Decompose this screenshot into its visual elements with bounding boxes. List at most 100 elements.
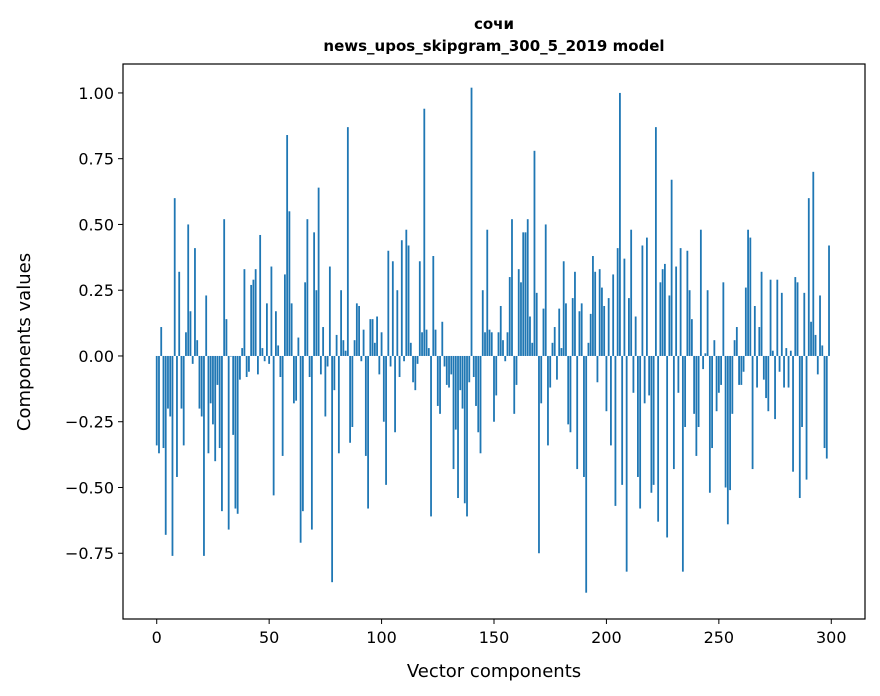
bar [419,261,421,356]
bar [653,356,655,485]
bar [244,269,246,356]
bar [695,356,697,456]
bar [374,343,376,356]
bar [709,356,711,493]
bar [205,295,207,356]
bar [594,272,596,356]
bar [421,332,423,356]
bar [401,240,403,356]
bar [767,356,769,411]
bar [659,282,661,356]
bar [644,356,646,403]
bar [504,356,506,361]
bar [779,356,781,372]
bar [459,356,461,390]
bar [286,135,288,356]
bar [770,280,772,356]
bar [621,356,623,485]
bar [772,351,774,356]
bar [689,290,691,356]
bar [228,356,230,530]
bar [547,356,549,445]
bar [615,356,617,506]
bar [435,330,437,356]
bar [817,356,819,374]
bar [275,311,277,356]
bar [383,356,385,422]
bar [484,332,486,356]
bar [797,282,799,356]
bar [722,282,724,356]
bar [511,219,513,356]
y-tick-label: 0.50 [78,215,114,234]
bar [507,332,509,356]
bar [675,267,677,356]
bar [579,311,581,356]
y-tick-label: −0.75 [65,544,114,563]
x-tick-label: 150 [479,628,510,647]
bar [232,356,234,435]
bar [642,245,644,355]
bar [745,288,747,356]
bar [183,356,185,445]
bar [655,127,657,356]
bar [545,224,547,356]
bar [448,356,450,388]
bar [668,295,670,356]
bar [821,345,823,356]
bar [277,345,279,356]
bar [203,356,205,556]
bar [500,306,502,356]
bar [549,356,551,388]
bar [567,356,569,424]
bar [752,356,754,469]
bar [160,327,162,356]
bar [489,330,491,356]
bar [590,314,592,356]
bar [727,356,729,524]
bar [486,230,488,356]
bar [801,356,803,427]
bar [529,317,531,356]
bar [264,356,266,361]
bar [633,356,635,393]
bar [284,274,286,356]
bar [266,303,268,356]
bar [552,343,554,356]
y-axis-label: Components values [14,253,35,431]
bar [691,319,693,356]
bar [570,356,572,432]
bar [608,298,610,356]
bar [210,356,212,403]
bar [165,356,167,535]
bar [430,356,432,516]
bar [536,293,538,356]
bar [477,356,479,432]
bar [336,335,338,356]
y-tick-label: 0.25 [78,281,114,300]
bar [482,290,484,356]
bar [783,356,785,388]
y-tick-label: 0.75 [78,150,114,169]
bar [471,88,473,356]
bar [372,319,374,356]
bar [399,356,401,377]
bar [468,356,470,382]
bar [729,356,731,490]
bar [662,269,664,356]
bar [340,290,342,356]
bar [248,356,250,372]
bar [543,309,545,356]
bar [327,356,329,367]
bar [572,298,574,356]
bar [819,295,821,356]
bar [156,356,158,445]
bar [826,356,828,459]
bar [390,356,392,367]
bar [684,356,686,427]
x-tick-label: 0 [152,628,162,647]
bar [196,340,198,356]
bar [619,93,621,356]
bar [192,356,194,364]
bar [230,356,232,357]
